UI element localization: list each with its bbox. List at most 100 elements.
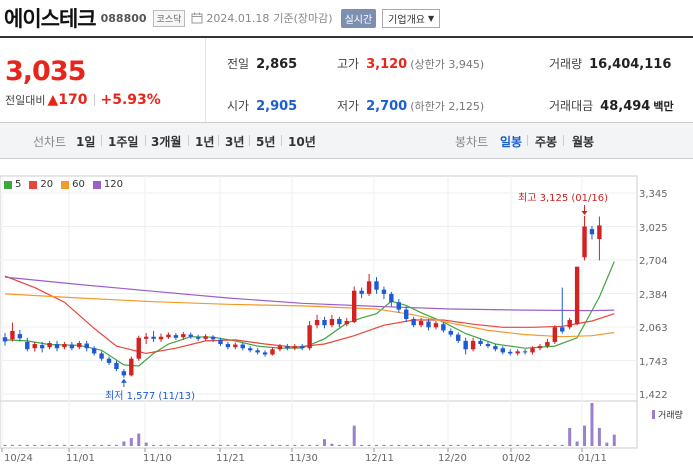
period-5y[interactable]: 5년 [256, 135, 276, 149]
candle-daily[interactable]: 일봉 [500, 135, 523, 149]
volume-bar [605, 442, 609, 446]
candle-body [300, 346, 305, 349]
candle-body [433, 323, 439, 328]
volume-bar [218, 444, 222, 446]
period-3y[interactable]: 3년 [225, 135, 245, 149]
realtime-button[interactable]: 실시간 [340, 8, 377, 28]
volume-bar [389, 444, 393, 446]
y-tick-label: 2,704 [639, 256, 668, 267]
candle-body [47, 342, 52, 348]
legend-swatch [4, 180, 12, 189]
candle-body [344, 321, 349, 325]
volume-bar [107, 444, 111, 446]
period-3m[interactable]: 3개월 [151, 135, 182, 149]
volume-bar [263, 444, 267, 446]
volume-bar [330, 443, 334, 446]
legend-swatch [61, 180, 70, 189]
candle-body [337, 318, 342, 325]
calendar-icon [191, 12, 203, 24]
candle-body [552, 327, 558, 342]
volume-bar [412, 444, 416, 446]
volume-bar [456, 444, 460, 446]
candle-body [121, 371, 127, 376]
volume-bar [434, 444, 438, 446]
candle-body [485, 344, 491, 347]
quote-date: 2024.01.18 [206, 11, 270, 25]
y-tick-label: 3,025 [639, 223, 668, 234]
candle-body [69, 344, 75, 349]
candle-body [322, 319, 327, 326]
candle-body [359, 290, 364, 294]
line-chart-header[interactable]: 선차트 [33, 135, 67, 149]
candle-body [418, 321, 424, 326]
candle-monthly[interactable]: 월봉 [572, 135, 595, 149]
ma5-line [4, 261, 615, 367]
volume-bar [70, 444, 74, 446]
volume-bar [516, 444, 520, 446]
candle-body [277, 346, 283, 350]
x-tick-label: 10/24 [4, 453, 33, 464]
candle-body [91, 348, 97, 354]
volume-bar [100, 444, 104, 446]
chevron-down-icon: ▼ [427, 13, 435, 23]
company-overview-label: 기업개요 [388, 14, 425, 26]
volume-bar [256, 444, 260, 446]
candle-body [106, 358, 112, 363]
price-panel-frame [0, 175, 638, 402]
change-value: 170 [58, 92, 88, 108]
candle-body [463, 340, 468, 350]
period-1y[interactable]: 1년 [195, 135, 215, 149]
volume-bar [3, 444, 7, 446]
candle-body [195, 337, 201, 339]
x-tick-label: 11/01 [66, 453, 95, 464]
period-10y[interactable]: 10년 [288, 135, 316, 149]
candle-body [77, 342, 82, 348]
volume-bar [85, 444, 89, 446]
volume-bar [129, 438, 133, 446]
volume-bar [248, 444, 252, 446]
candle-body [478, 340, 483, 345]
toolbar-divider [145, 135, 146, 146]
volume-bar [308, 444, 312, 446]
volume-bar [360, 444, 364, 446]
candle-body [515, 351, 520, 354]
stock-name: 에이스테크 [4, 7, 97, 31]
candle-body [151, 336, 156, 339]
period-1w[interactable]: 1주일 [108, 135, 139, 149]
change-divider [93, 94, 95, 106]
volume-bar [493, 444, 497, 446]
candle-body [270, 349, 275, 355]
toolbar-divider [249, 135, 250, 146]
y-tick-label: 1,422 [639, 390, 668, 401]
candle-body [143, 336, 149, 339]
company-overview-button[interactable]: 기업개요 ▼ [382, 8, 441, 28]
volume-bar [166, 444, 170, 446]
volume-bar [464, 444, 468, 446]
volume-bar [345, 444, 349, 446]
candle-body [374, 281, 379, 290]
candle-body [567, 319, 572, 328]
volume-bar [575, 441, 579, 446]
stat-high: 고가 3,120 (상한가 3,945) [337, 55, 484, 72]
candle-body [441, 324, 446, 331]
stat-open-label: 시가 [227, 99, 250, 113]
volume-bar [241, 444, 245, 446]
volume-bar [10, 444, 14, 446]
candle-body [493, 346, 498, 350]
candle-body [114, 362, 119, 370]
volume-bar [226, 444, 230, 446]
compare-label: 전일대비 [5, 94, 46, 107]
candle-chart-header[interactable]: 봉차트 [455, 135, 489, 149]
candle-weekly[interactable]: 주봉 [535, 135, 558, 149]
volume-bar [538, 444, 542, 446]
volume-panel-frame [0, 400, 638, 449]
current-price: 3,035 [5, 56, 86, 87]
volume-bar [486, 444, 490, 446]
period-1d[interactable]: 1일 [76, 135, 96, 149]
toolbar-divider [281, 135, 282, 146]
candle-body [396, 302, 401, 310]
candle-body [589, 229, 595, 235]
volume-bar [48, 444, 52, 446]
volume-bar [375, 444, 378, 446]
